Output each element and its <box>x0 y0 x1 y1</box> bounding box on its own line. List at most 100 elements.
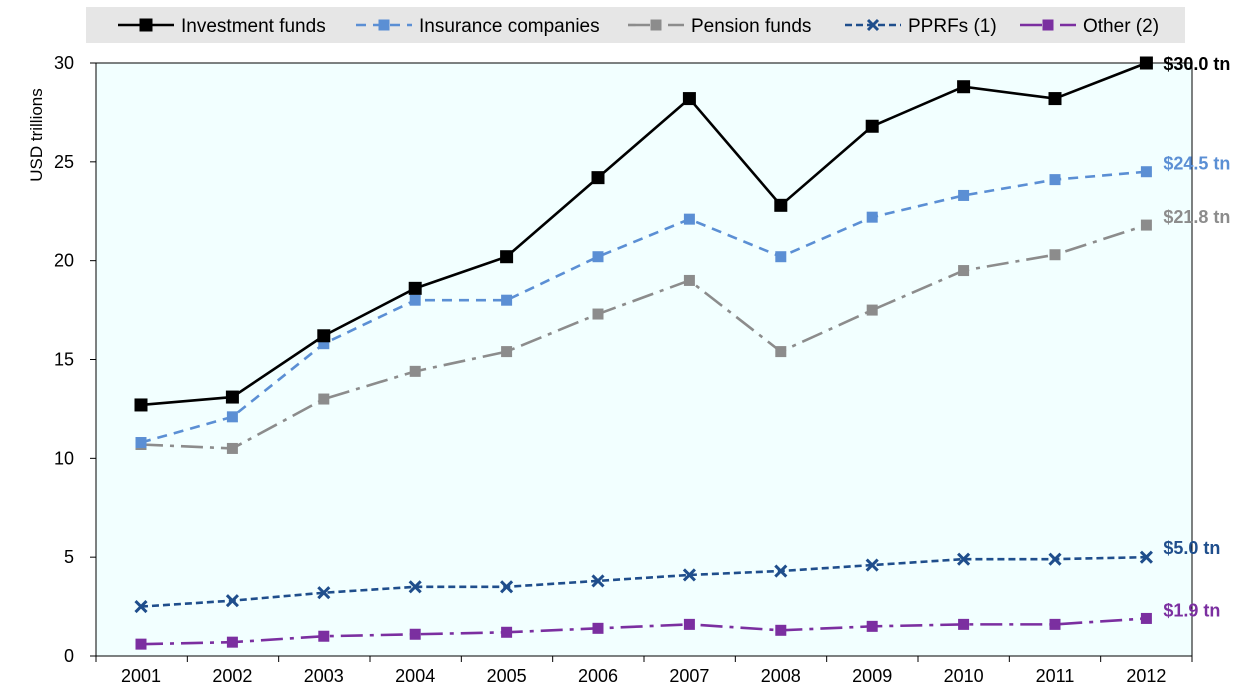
data-point <box>1139 56 1153 70</box>
data-point <box>682 568 696 582</box>
data-point <box>866 620 878 632</box>
plot-area <box>95 62 1193 657</box>
y-tick-label: 5 <box>64 547 74 567</box>
legend-label: Other (2) <box>1083 16 1159 37</box>
data-point <box>775 251 787 263</box>
data-point <box>318 338 330 350</box>
series-line <box>140 555 1147 608</box>
data-point <box>501 346 513 358</box>
data-point <box>1140 612 1152 624</box>
data-point <box>1140 166 1152 178</box>
data-point <box>408 281 422 295</box>
legend: Investment funds Insurance companies Pensi… <box>86 7 1185 43</box>
series-end-label: $24.5 tn <box>1163 154 1230 174</box>
data-point <box>592 308 604 320</box>
x-tick-label: 2005 <box>487 666 527 686</box>
data-point <box>958 618 970 630</box>
x-tick-label: 2010 <box>944 666 984 686</box>
data-point <box>226 442 238 454</box>
legend-item: Other (2) <box>1020 16 1159 37</box>
data-point <box>318 630 330 642</box>
series-line <box>140 617 1147 646</box>
y-axis-label: USD trillions <box>27 88 46 182</box>
legend-label: Insurance companies <box>419 16 600 37</box>
data-point <box>958 265 970 277</box>
data-point <box>774 198 788 212</box>
data-point <box>1049 174 1061 186</box>
series-end-label: $1.9 tn <box>1163 600 1220 620</box>
x-tick-label: 2004 <box>395 666 435 686</box>
data-point <box>957 552 971 566</box>
legend-marker <box>650 19 662 31</box>
data-point <box>775 346 787 358</box>
x-tick-label: 2011 <box>1036 666 1075 686</box>
x-tick-label: 2006 <box>578 666 618 686</box>
data-point <box>409 294 421 306</box>
data-point <box>409 628 421 640</box>
data-point <box>682 92 696 106</box>
legend-marker <box>1042 19 1054 31</box>
legend-item: Insurance companies <box>356 16 600 37</box>
data-point <box>1048 92 1062 106</box>
x-tick-label: 2007 <box>669 666 709 686</box>
data-point <box>866 211 878 223</box>
data-point <box>134 600 148 614</box>
x-tick-label: 2002 <box>212 666 252 686</box>
x-tick-label: 2003 <box>304 666 344 686</box>
legend-label: Investment funds <box>181 16 326 37</box>
data-point <box>134 398 148 412</box>
data-point <box>501 294 513 306</box>
data-point <box>408 580 422 594</box>
data-point <box>225 390 239 404</box>
data-point <box>592 251 604 263</box>
y-tick-label: 20 <box>54 251 74 271</box>
x-tick-label: 2008 <box>761 666 801 686</box>
data-point <box>592 622 604 634</box>
series-line <box>140 170 1147 444</box>
y-tick-label: 25 <box>54 152 74 172</box>
data-point <box>1140 219 1152 231</box>
data-point <box>1048 552 1062 566</box>
data-point <box>957 80 971 94</box>
y-tick-label: 0 <box>64 646 74 666</box>
data-point <box>591 171 605 185</box>
data-point <box>865 119 879 133</box>
y-tick-label: 15 <box>54 350 74 370</box>
data-point <box>775 624 787 636</box>
series-end-label: $5.0 tn <box>1163 538 1220 558</box>
data-point <box>683 274 695 286</box>
legend-marker <box>139 18 153 32</box>
x-tick-label: 2012 <box>1126 666 1166 686</box>
data-point <box>317 329 331 343</box>
legend-label: PPRFs (1) <box>908 16 997 37</box>
data-point <box>318 393 330 405</box>
data-point <box>226 411 238 423</box>
data-point <box>500 250 514 264</box>
legend-item: Investment funds <box>118 16 326 37</box>
y-tick-label: 10 <box>54 448 74 468</box>
series-2 <box>135 219 1152 454</box>
data-point <box>683 213 695 225</box>
y-axis: 0 5 10 15 20 25 30 <box>54 53 96 666</box>
legend-marker <box>866 18 880 32</box>
data-point <box>135 638 147 650</box>
legend-label: Pension funds <box>691 16 811 37</box>
data-point <box>1049 249 1061 261</box>
series-3 <box>134 550 1153 614</box>
series-0 <box>134 56 1153 412</box>
data-point <box>1049 618 1061 630</box>
legend-item: PPRFs (1) <box>845 16 997 37</box>
data-point <box>501 626 513 638</box>
data-point <box>683 618 695 630</box>
data-point <box>225 594 239 608</box>
x-axis: 2001 2002 2003 2004 2005 2006 2007 2008 2009 2010… <box>95 656 1193 686</box>
x-tick-label: 2009 <box>852 666 892 686</box>
data-point <box>135 437 147 449</box>
end-labels: $30.0 tn $24.5 tn $21.8 tn $5.0 tn $1.9 tn <box>1163 54 1230 620</box>
series-4 <box>135 612 1152 650</box>
data-point <box>409 365 421 377</box>
data-point <box>866 304 878 316</box>
series-line <box>140 223 1147 450</box>
legend-item: Pension funds <box>628 16 811 37</box>
